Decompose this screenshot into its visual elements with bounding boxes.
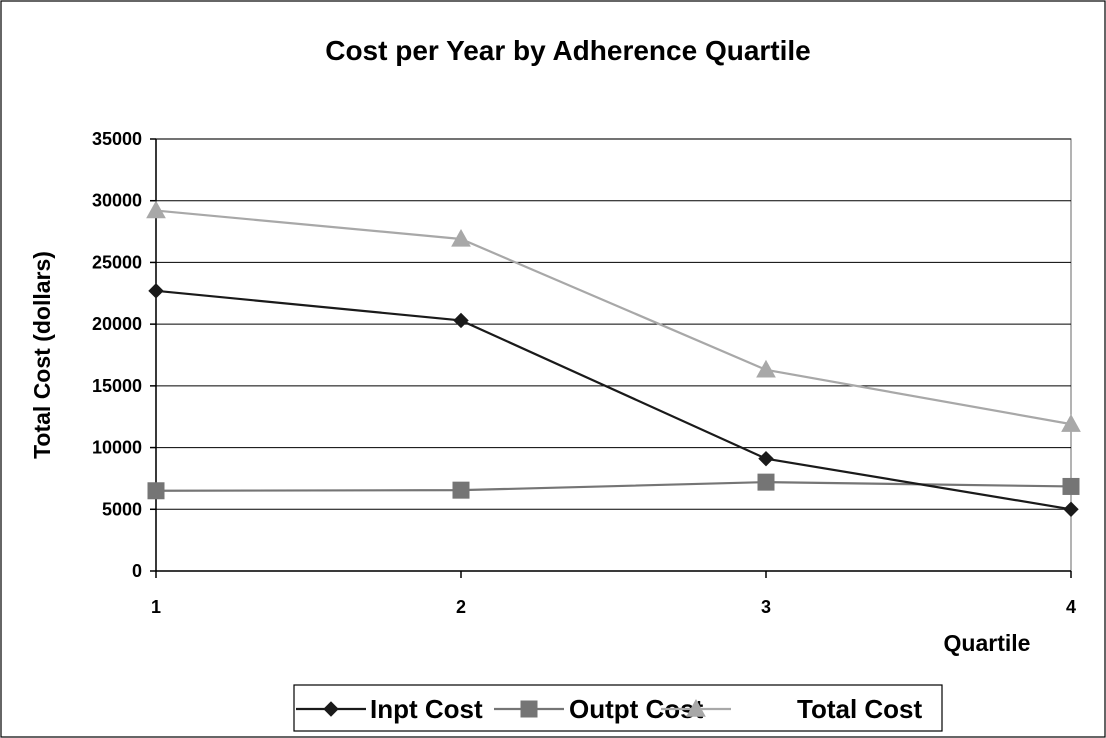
data-point-outpt-cost	[1062, 477, 1080, 495]
legend-item-total-cost: Total Cost	[661, 694, 923, 724]
y-tick-labels: 0 5000 10000 15000 20000 25000 30000 35000	[92, 129, 142, 581]
data-point-outpt-cost	[452, 481, 470, 499]
series-total-cost	[146, 200, 1081, 432]
series-line-total-cost	[155, 209, 1072, 426]
series-inpt-cost	[148, 283, 1079, 517]
chart-title: Cost per Year by Adherence Quartile	[325, 35, 811, 66]
gridlines	[156, 138, 1071, 510]
legend-items: Inpt Cost Outpt Cost Total Cost	[296, 694, 923, 724]
data-point-total-cost	[146, 200, 166, 219]
y-tick-label: 20000	[92, 314, 142, 334]
data-point-outpt-cost	[757, 473, 775, 491]
series-line-inpt-cost	[155, 289, 1072, 511]
legend-swatch-marker	[520, 700, 538, 718]
legend-label: Inpt Cost	[370, 694, 483, 724]
data-point-outpt-cost	[147, 482, 165, 500]
legend-label: Total Cost	[797, 694, 923, 724]
legend-item-inpt-cost: Inpt Cost	[296, 694, 483, 724]
y-tick-label: 0	[132, 561, 142, 581]
data-point-total-cost	[1061, 414, 1081, 432]
y-tick-label: 25000	[92, 252, 142, 272]
y-tick-label: 30000	[92, 191, 142, 211]
x-tick-label: 2	[456, 597, 466, 617]
legend-box	[293, 684, 943, 732]
legend-swatch-marker	[323, 701, 339, 717]
data-point-inpt-cost	[453, 312, 469, 329]
series-group	[146, 200, 1081, 517]
legend-swatch-marker	[686, 698, 706, 717]
y-axis-title: Total Cost (dollars)	[29, 251, 55, 459]
legend: Inpt Cost Outpt Cost Total Cost	[293, 684, 943, 732]
y-tick-label: 15000	[92, 376, 142, 396]
y-tick-label: 10000	[92, 438, 142, 458]
x-axis-title: Quartile	[944, 630, 1031, 656]
data-point-inpt-cost	[148, 283, 164, 299]
y-tick-label: 35000	[92, 129, 142, 149]
data-point-total-cost	[756, 359, 776, 378]
x-tick-label: 4	[1066, 597, 1076, 617]
x-tick-label: 3	[761, 597, 771, 617]
data-point-inpt-cost	[1063, 501, 1079, 517]
x-tick-label: 1	[151, 597, 161, 617]
x-tick-labels: 1 2 3 4	[151, 597, 1076, 617]
data-point-total-cost	[451, 228, 471, 247]
y-tick-label: 5000	[102, 499, 142, 519]
data-point-inpt-cost	[758, 450, 774, 467]
plot-area	[155, 138, 1072, 572]
